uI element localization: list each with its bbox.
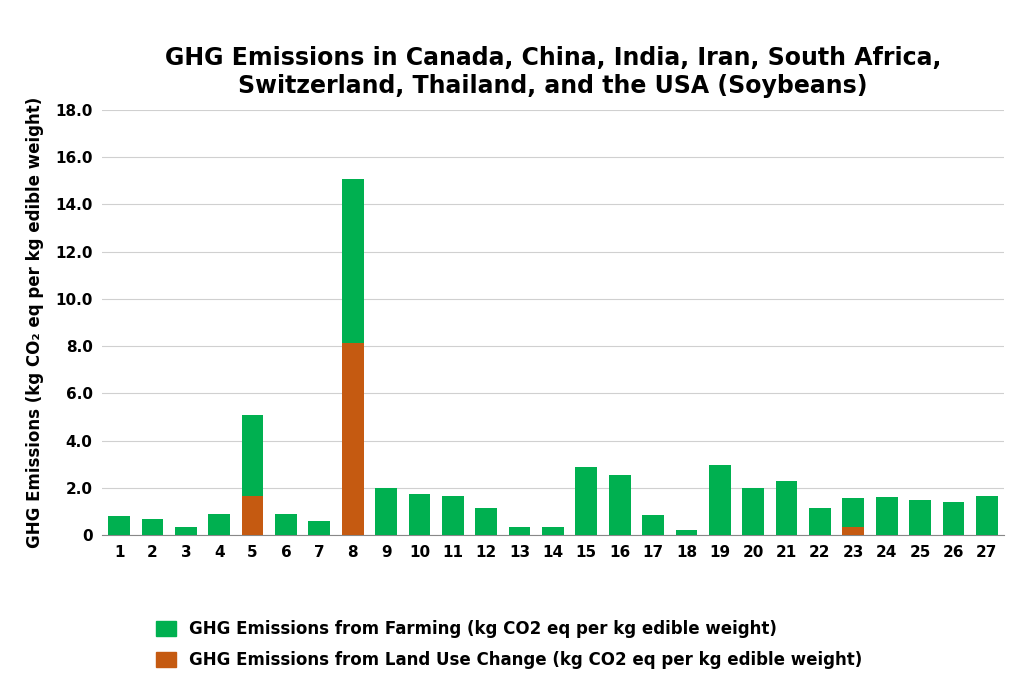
Bar	[642, 515, 664, 535]
Bar	[509, 527, 530, 535]
Bar	[375, 488, 397, 535]
Bar	[141, 519, 163, 535]
Bar	[843, 499, 864, 527]
Bar	[308, 521, 330, 535]
Bar	[242, 414, 263, 496]
Bar	[275, 514, 297, 535]
Bar	[409, 494, 430, 535]
Bar	[442, 496, 464, 535]
Bar	[342, 180, 364, 342]
Bar	[843, 527, 864, 535]
Bar	[909, 499, 931, 535]
Bar	[742, 488, 764, 535]
Bar	[776, 481, 798, 535]
Bar	[475, 508, 497, 535]
Bar	[709, 465, 731, 535]
Title: GHG Emissions in Canada, China, India, Iran, South Africa,
Switzerland, Thailand: GHG Emissions in Canada, China, India, I…	[165, 46, 941, 98]
Bar	[575, 466, 597, 535]
Bar	[208, 514, 230, 535]
Bar	[676, 530, 697, 535]
Bar	[809, 508, 830, 535]
Legend: GHG Emissions from Farming (kg CO2 eq per kg edible weight), GHG Emissions from : GHG Emissions from Farming (kg CO2 eq pe…	[156, 620, 862, 670]
Bar	[175, 527, 197, 535]
Bar	[876, 497, 898, 535]
Bar	[976, 496, 997, 535]
Bar	[242, 496, 263, 535]
Bar	[342, 342, 364, 535]
Bar	[943, 502, 965, 535]
Bar	[542, 527, 564, 535]
Bar	[609, 475, 631, 535]
Bar	[109, 516, 130, 535]
Y-axis label: GHG Emissions (kg CO₂ eq per kg edible weight): GHG Emissions (kg CO₂ eq per kg edible w…	[26, 97, 44, 548]
